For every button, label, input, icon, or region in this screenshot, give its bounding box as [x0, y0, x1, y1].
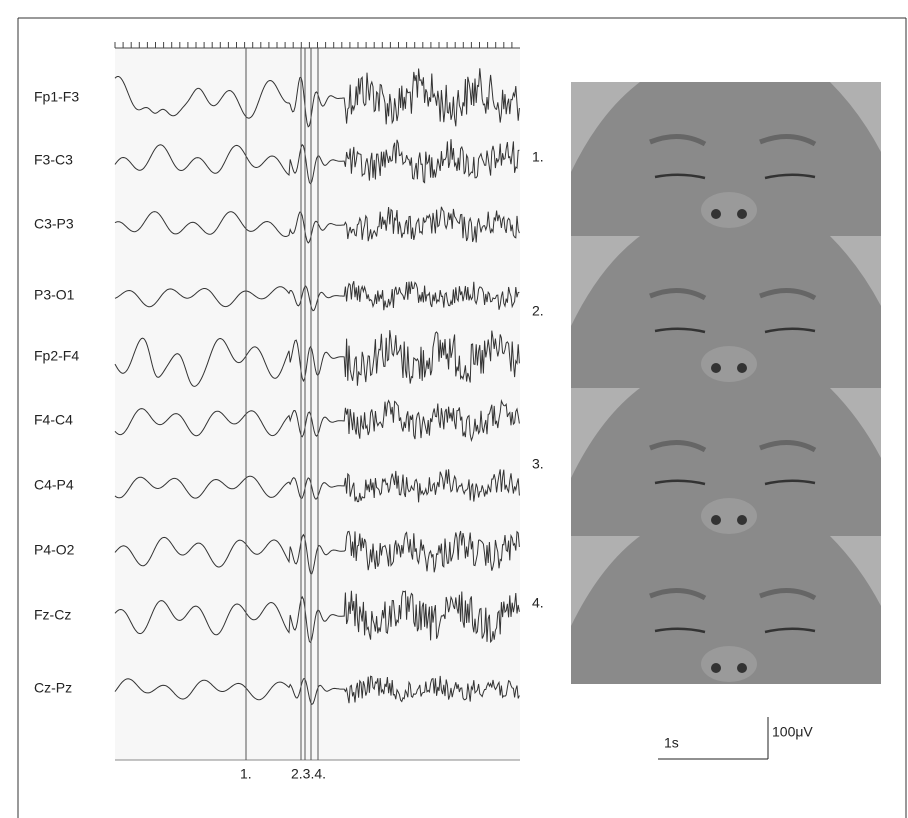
channel-label: C3-P3	[34, 216, 74, 232]
eeg-trace	[114, 590, 520, 644]
hair	[571, 388, 640, 478]
eye	[654, 327, 706, 334]
eeg-trace	[114, 281, 520, 312]
photo-panel: 1. 2. 3. 4.	[532, 82, 881, 684]
brow	[759, 288, 817, 301]
nose	[701, 646, 757, 682]
eye	[764, 327, 816, 334]
eeg-trace	[114, 68, 520, 128]
eye	[654, 173, 706, 180]
event-label: 2.3.4.	[291, 766, 326, 782]
nostril	[711, 515, 721, 525]
brow	[649, 588, 707, 601]
channel-label: F3-C3	[34, 152, 73, 168]
hair	[830, 82, 881, 152]
nostril	[737, 363, 747, 373]
brow	[649, 440, 707, 453]
eeg-trace	[114, 530, 520, 575]
brow	[759, 440, 817, 453]
brow	[649, 288, 707, 301]
amplitude-scale-label: 100μV	[772, 724, 813, 740]
face-photo	[571, 236, 881, 388]
hair	[571, 236, 640, 326]
eye	[654, 627, 706, 634]
eeg-panel: Fp1-F3 F3-C3 C3-P3 P3-O1 Fp2-F4 F4-C4 C4-P4 P4-…	[34, 42, 520, 782]
nostril	[737, 515, 747, 525]
eye	[764, 173, 816, 180]
nose	[701, 346, 757, 382]
channel-label: Fp1-F3	[34, 89, 79, 105]
hair	[830, 388, 881, 458]
channel-label: Fp2-F4	[34, 348, 79, 364]
hair	[830, 536, 881, 606]
time-scale-label: 1s	[664, 735, 679, 751]
eeg-trace	[114, 675, 520, 705]
nostril	[711, 209, 721, 219]
brow	[649, 134, 707, 147]
face-photo	[571, 536, 881, 684]
channel-label: F4-C4	[34, 412, 73, 428]
eeg-trace	[114, 469, 520, 503]
eeg-trace	[114, 330, 520, 387]
nostril	[711, 663, 721, 673]
nostril	[711, 363, 721, 373]
face-photo	[571, 388, 881, 536]
nostril	[737, 209, 747, 219]
brow	[759, 588, 817, 601]
eeg-trace	[114, 139, 520, 185]
nostril	[737, 663, 747, 673]
channel-label: Cz-Pz	[34, 680, 72, 696]
hair	[571, 82, 640, 172]
eye	[654, 479, 706, 486]
eye	[764, 627, 816, 634]
nose	[701, 498, 757, 534]
nose	[701, 192, 757, 228]
frame-label: 2.	[532, 303, 544, 319]
eeg-trace	[114, 398, 520, 443]
eeg-trace	[114, 206, 520, 244]
frame-label: 4.	[532, 595, 544, 611]
event-label: 1.	[240, 766, 252, 782]
face-photo	[571, 82, 881, 236]
channel-label: P4-O2	[34, 542, 75, 558]
frame-label: 1.	[532, 149, 544, 165]
hair	[830, 236, 881, 306]
channel-label: P3-O1	[34, 287, 75, 303]
brow	[759, 134, 817, 147]
hair	[571, 536, 640, 626]
channel-label: Fz-Cz	[34, 607, 71, 623]
channel-label: C4-P4	[34, 477, 74, 493]
frame-label: 3.	[532, 456, 544, 472]
eye	[764, 479, 816, 486]
